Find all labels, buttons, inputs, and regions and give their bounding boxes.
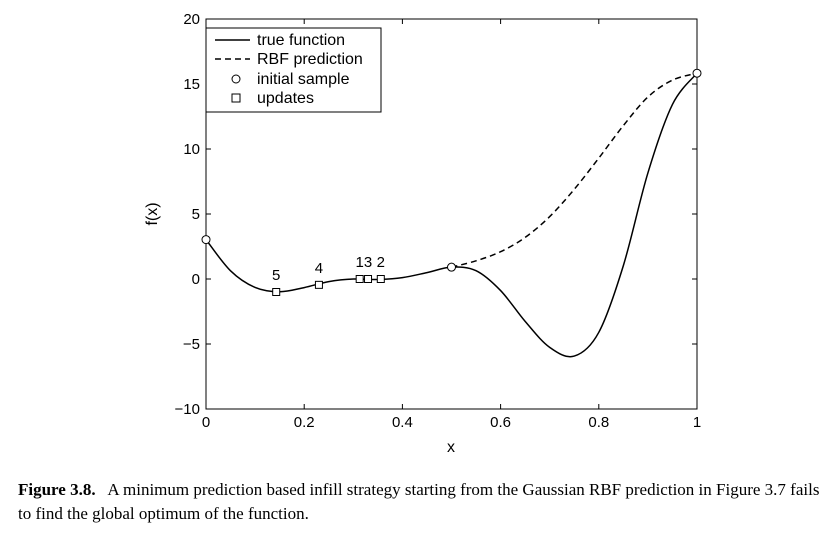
y-tick-label: 10: [183, 141, 200, 158]
update-point: [355, 275, 364, 283]
x-tick-label: 1: [693, 414, 701, 431]
update-number-label: 3: [364, 254, 372, 271]
initial-sample-point: [201, 235, 211, 245]
update-point: [364, 275, 373, 283]
y-tick-label: 0: [192, 271, 200, 288]
figure-caption: Figure 3.8. A minimum prediction based i…: [18, 478, 830, 526]
y-tick-label: 20: [183, 11, 200, 28]
x-tick-label: 0.6: [490, 414, 511, 431]
legend-label-rbf-prediction: RBF prediction: [257, 51, 363, 68]
caption-label: Figure 3.8.: [18, 480, 96, 499]
y-tick-label: 5: [192, 206, 200, 223]
legend-square-marker-icon: [231, 93, 241, 103]
legend-label-updates: updates: [257, 90, 314, 107]
series-lines: [205, 72, 698, 358]
legend: true function RBF prediction initial sam…: [205, 27, 382, 113]
update-point: [272, 288, 281, 296]
series-markers: [201, 68, 702, 296]
y-tick-label: −5: [183, 336, 200, 353]
x-tick-label: 0.2: [294, 414, 315, 431]
update-number-label: 1: [356, 254, 364, 271]
update-number-label: 5: [272, 267, 280, 284]
true-function-line: [205, 72, 698, 358]
caption-text: A minimum prediction based infill strate…: [18, 480, 820, 523]
legend-label-true-function: true function: [257, 32, 345, 49]
initial-sample-point: [692, 68, 702, 78]
legend-circle-marker-icon: [231, 74, 241, 84]
legend-label-initial-sample: initial sample: [257, 71, 350, 88]
x-tick-label: 0.4: [392, 414, 413, 431]
rbf-prediction-line: [451, 72, 698, 268]
y-axis-label: f(x): [144, 202, 161, 225]
y-tick-label: 15: [183, 76, 200, 93]
x-axis-label: x: [447, 439, 455, 456]
update-point: [376, 275, 385, 283]
y-tick-label: −10: [175, 401, 200, 418]
update-number-label: 4: [315, 260, 323, 277]
update-point: [314, 280, 323, 289]
x-tick-label: 0: [202, 414, 210, 431]
x-tick-label: 0.8: [588, 414, 609, 431]
update-number-label: 2: [377, 254, 385, 271]
initial-sample-point: [447, 262, 456, 272]
